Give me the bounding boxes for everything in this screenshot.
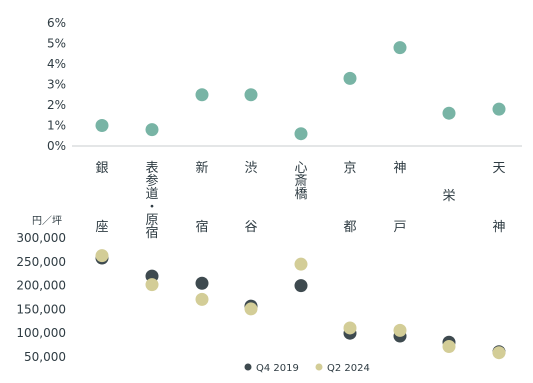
bottom-points	[95, 249, 506, 360]
bottom-y-tick-label: 150,000	[16, 302, 66, 316]
bottom-chart: 円／坪 50,000 100,000 150,000 200,000 250,000 30…	[16, 214, 506, 364]
category-label-char: 宿	[195, 219, 208, 235]
category-label-char: ・	[145, 200, 158, 215]
q2-2024-point	[343, 321, 357, 335]
q4-2019-point	[294, 279, 308, 293]
category-label-bottom: 神	[492, 220, 505, 235]
top-data-point	[95, 119, 109, 132]
category-label-char: 神	[492, 220, 505, 235]
top-y-tick-label: 1%	[47, 119, 66, 133]
category-label-char: 橋	[294, 187, 307, 202]
category-label-char: 天	[492, 161, 505, 176]
legend: Q4 2019 Q2 2024	[244, 363, 370, 374]
category-label-top: 神	[393, 161, 406, 176]
bottom-y-tick-label: 100,000	[16, 326, 66, 340]
category-label-char: 表	[145, 161, 158, 176]
category-label-bottom: 宿	[195, 219, 208, 235]
top-data-point	[195, 88, 209, 102]
top-data-point	[145, 123, 159, 137]
category-label-top: 心斎橋	[294, 161, 307, 202]
top-y-tick-label: 0%	[47, 139, 66, 153]
q2-2024-point	[492, 346, 506, 360]
category-label-char: 谷	[244, 220, 257, 235]
category-label-top: 渋	[244, 161, 257, 176]
top-y-ticks: 0% 1% 2% 3% 4% 5% 6%	[47, 16, 66, 153]
category-label-top: 銀	[95, 161, 108, 176]
legend-label-q4-2019: Q4 2019	[256, 363, 299, 374]
category-label-char: 宿	[145, 225, 158, 241]
category-label-bottom: 座	[95, 220, 108, 235]
category-label-char: 都	[343, 220, 356, 235]
top-data-point	[343, 71, 357, 85]
category-label-char: 京	[343, 161, 356, 176]
category-label-char: 渋	[244, 161, 257, 176]
top-y-tick-label: 3%	[47, 78, 66, 92]
category-label-char: 参	[145, 173, 158, 189]
top-y-tick-label: 5%	[47, 37, 66, 51]
category-label-top: 表参道・原宿	[145, 161, 158, 241]
category-label-char: 座	[95, 220, 108, 235]
legend-marker-q4-2019	[244, 363, 252, 371]
category-label-top: 栄	[442, 189, 455, 204]
q4-2019-point	[195, 276, 209, 290]
category-label-top: 新	[195, 160, 208, 176]
q2-2024-point	[442, 340, 456, 354]
top-chart: 0% 1% 2% 3% 4% 5% 6%	[47, 16, 522, 153]
q2-2024-point	[294, 257, 308, 271]
top-data-point	[294, 127, 308, 141]
top-data-point	[393, 41, 407, 55]
legend-marker-q2-2024	[315, 363, 323, 371]
bottom-y-ticks: 50,000 100,000 150,000 200,000 250,000 300,00…	[16, 231, 66, 364]
q2-2024-point	[195, 292, 209, 306]
category-label-char: 神	[393, 161, 406, 176]
category-label-char: 斎	[294, 173, 307, 189]
q2-2024-point	[145, 278, 159, 292]
category-label-bottom: 谷	[244, 220, 257, 235]
bottom-y-tick-label: 50,000	[24, 350, 66, 364]
category-label-char: 原	[145, 213, 158, 228]
q2-2024-point	[95, 249, 109, 263]
category-label-char: 新	[195, 160, 208, 176]
category-label-bottom: 戸	[393, 220, 406, 235]
category-label-char: 銀	[95, 161, 108, 176]
bottom-y-tick-label: 300,000	[16, 231, 66, 245]
legend-label-q2-2024: Q2 2024	[327, 363, 370, 374]
q2-2024-point	[393, 323, 407, 337]
category-label-top: 京	[343, 161, 356, 176]
bottom-y-unit-label: 円／坪	[32, 214, 62, 227]
category-label-bottom: 都	[343, 220, 356, 235]
top-y-tick-label: 6%	[47, 16, 66, 30]
category-label-top: 天	[492, 161, 505, 176]
top-y-tick-label: 4%	[47, 57, 66, 71]
top-y-tick-label: 2%	[47, 98, 66, 112]
top-data-point	[442, 106, 456, 120]
top-data-point	[492, 102, 506, 116]
bottom-y-tick-label: 250,000	[16, 255, 66, 269]
category-label-char: 栄	[442, 189, 455, 204]
category-label-char: 道	[145, 187, 158, 202]
bottom-y-tick-label: 200,000	[16, 279, 66, 293]
top-data-point	[244, 88, 258, 102]
top-points	[95, 41, 506, 141]
q2-2024-point	[244, 302, 258, 316]
category-label-char: 心	[294, 161, 307, 176]
category-label-char: 戸	[393, 220, 406, 235]
